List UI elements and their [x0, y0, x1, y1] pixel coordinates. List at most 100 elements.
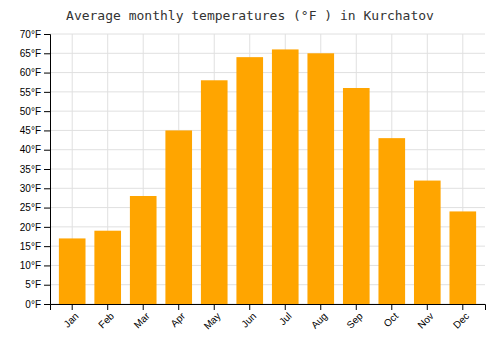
y-tick-label: 10°F	[20, 260, 41, 271]
y-tick-label: 35°F	[20, 164, 41, 175]
x-axis: Jan Feb Mar Apr May Jun Jul Aug Sep Oct Nov Dec	[51, 304, 486, 332]
y-tick: 70°F	[20, 29, 50, 40]
x-tick-label: Oct	[381, 310, 400, 329]
y-tick: 15°F	[20, 241, 50, 252]
y-tick: 10°F	[20, 260, 50, 271]
y-tick-label: 70°F	[20, 29, 41, 40]
y-tick: 35°F	[20, 164, 50, 175]
bar	[236, 57, 263, 304]
bar	[272, 49, 299, 304]
x-tick-label: Nov	[415, 310, 435, 330]
bar	[59, 238, 86, 304]
x-tick-label: May	[202, 310, 223, 331]
x-tick-mark	[143, 304, 144, 310]
y-tick-mark	[44, 34, 50, 35]
x-tick-mark	[356, 304, 357, 310]
y-tick-label: 45°F	[20, 125, 41, 136]
bar	[307, 53, 334, 304]
x-tick-mark	[427, 304, 428, 310]
y-tick-label: 55°F	[20, 87, 41, 98]
x-tick-label: Jun	[239, 310, 258, 329]
y-tick: 0°F	[25, 299, 50, 310]
y-tick-mark	[44, 73, 50, 74]
y-tick: 60°F	[20, 67, 50, 78]
x-tick-mark	[178, 304, 179, 310]
y-grid-line	[50, 72, 485, 73]
x-tick-label: Aug	[309, 310, 329, 330]
y-tick: 50°F	[20, 106, 50, 117]
bar	[449, 211, 476, 304]
y-tick-mark	[44, 169, 50, 170]
y-tick: 40°F	[20, 144, 50, 155]
x-tick: Feb	[96, 304, 116, 330]
y-tick: 20°F	[20, 222, 50, 233]
x-tick-label: Mar	[132, 310, 152, 330]
x-tick: Jan	[61, 304, 80, 330]
y-tick-label: 5°F	[25, 279, 41, 290]
x-tick-label: Jan	[61, 310, 80, 329]
y-tick-mark	[44, 227, 50, 228]
y-tick-mark	[44, 188, 50, 189]
bar	[378, 138, 405, 304]
y-tick-label: 15°F	[20, 241, 41, 252]
x-tick-mark	[462, 304, 463, 310]
x-tick-label: Jul	[277, 310, 294, 327]
y-tick-label: 0°F	[25, 299, 41, 310]
y-tick-mark	[44, 150, 50, 151]
x-tick: Mar	[132, 304, 152, 330]
y-grid-line	[50, 34, 485, 35]
y-tick: 25°F	[20, 202, 50, 213]
y-tick-mark	[44, 92, 50, 93]
y-tick-label: 65°F	[20, 48, 41, 59]
y-tick-mark	[44, 130, 50, 131]
y-tick-mark	[44, 53, 50, 54]
y-axis: 0°F 5°F 10°F 15°F 20°F 25°F 30°F 35°F 40°F 45°F 50…	[20, 29, 51, 310]
y-grid-line	[50, 169, 485, 170]
y-tick-mark	[44, 246, 50, 247]
x-tick-label: Dec	[451, 310, 471, 330]
bar	[94, 231, 121, 304]
bars	[59, 49, 476, 304]
bar	[165, 130, 192, 304]
y-tick-mark	[44, 304, 50, 305]
plot-area: 0°F 5°F 10°F 15°F 20°F 25°F 30°F 35°F 40°F 45°F 50…	[20, 29, 486, 332]
y-tick-mark	[44, 265, 50, 266]
bar	[343, 88, 370, 304]
bar	[201, 80, 228, 304]
y-tick-label: 50°F	[20, 106, 41, 117]
x-tick-label: Apr	[168, 310, 187, 329]
x-tick: Apr	[168, 304, 187, 329]
x-tick: Aug	[309, 304, 329, 331]
y-tick: 30°F	[20, 183, 50, 194]
grid	[50, 34, 485, 304]
x-tick: Jul	[277, 304, 294, 327]
x-tick: Nov	[415, 304, 435, 331]
y-axis-line	[44, 35, 51, 305]
y-tick: 65°F	[20, 48, 50, 59]
x-tick: Jun	[239, 304, 258, 330]
x-axis-line	[51, 305, 486, 311]
y-tick-label: 30°F	[20, 183, 41, 194]
x-tick: Sep	[344, 304, 365, 331]
x-tick-mark	[391, 304, 392, 310]
x-tick-mark	[285, 304, 286, 310]
x-tick-mark	[249, 304, 250, 310]
x-tick-label: Feb	[96, 310, 116, 330]
x-tick-mark	[214, 304, 215, 310]
y-tick-mark	[44, 285, 50, 286]
title: Average monthly temperatures (°F ) in Ku…	[66, 8, 434, 23]
x-tick: Dec	[451, 304, 471, 331]
x-tick-mark	[72, 304, 73, 310]
x-tick: May	[202, 304, 223, 332]
y-tick-label: 40°F	[20, 144, 41, 155]
y-tick-mark	[44, 111, 50, 112]
bar	[414, 181, 441, 304]
bar	[130, 196, 157, 304]
x-tick-mark	[320, 304, 321, 310]
x-tick: Oct	[381, 304, 400, 329]
y-grid-line	[50, 130, 485, 131]
y-tick-label: 25°F	[20, 202, 41, 213]
y-grid-line	[50, 91, 485, 92]
y-tick: 45°F	[20, 125, 50, 136]
x-tick-label: Sep	[344, 310, 365, 331]
